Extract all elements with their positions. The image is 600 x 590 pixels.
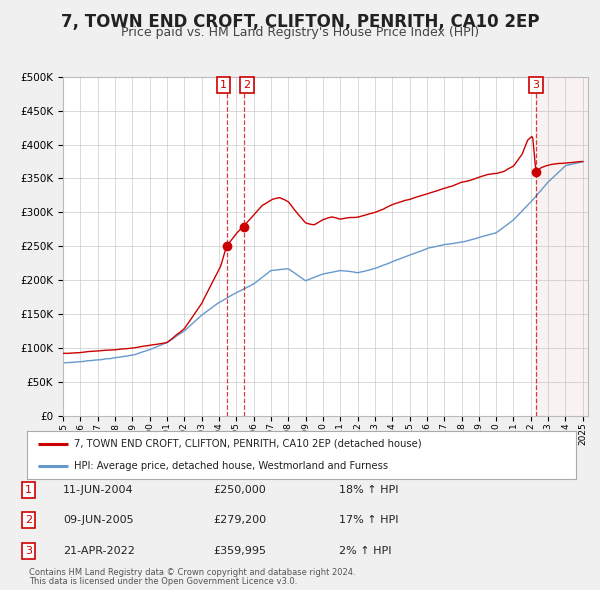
Text: 2% ↑ HPI: 2% ↑ HPI [339, 546, 391, 556]
Text: 1: 1 [25, 485, 32, 494]
Text: 17% ↑ HPI: 17% ↑ HPI [339, 516, 398, 525]
Text: 09-JUN-2005: 09-JUN-2005 [63, 516, 134, 525]
Text: 7, TOWN END CROFT, CLIFTON, PENRITH, CA10 2EP: 7, TOWN END CROFT, CLIFTON, PENRITH, CA1… [61, 13, 539, 31]
Text: HPI: Average price, detached house, Westmorland and Furness: HPI: Average price, detached house, West… [74, 461, 388, 471]
Text: £359,995: £359,995 [213, 546, 266, 556]
Text: Contains HM Land Registry data © Crown copyright and database right 2024.: Contains HM Land Registry data © Crown c… [29, 568, 355, 577]
Text: 3: 3 [533, 80, 539, 90]
Text: 18% ↑ HPI: 18% ↑ HPI [339, 485, 398, 494]
Text: This data is licensed under the Open Government Licence v3.0.: This data is licensed under the Open Gov… [29, 578, 297, 586]
Text: £250,000: £250,000 [213, 485, 266, 494]
Text: 11-JUN-2004: 11-JUN-2004 [63, 485, 134, 494]
Text: 1: 1 [220, 80, 227, 90]
Bar [536, 77, 592, 416]
Text: 2: 2 [25, 516, 32, 525]
Text: 21-APR-2022: 21-APR-2022 [63, 546, 135, 556]
Text: 3: 3 [25, 546, 32, 556]
Text: 2: 2 [244, 80, 251, 90]
Text: Price paid vs. HM Land Registry's House Price Index (HPI): Price paid vs. HM Land Registry's House … [121, 26, 479, 39]
Text: £279,200: £279,200 [213, 516, 266, 525]
Text: 7, TOWN END CROFT, CLIFTON, PENRITH, CA10 2EP (detached house): 7, TOWN END CROFT, CLIFTON, PENRITH, CA1… [74, 439, 421, 449]
